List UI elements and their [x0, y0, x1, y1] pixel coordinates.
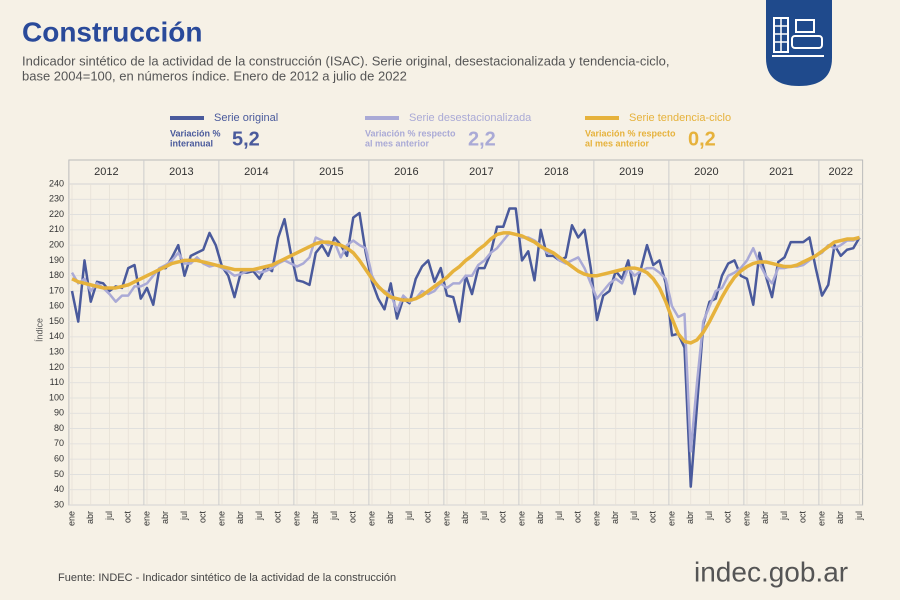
x-tick-label: jul	[629, 511, 639, 521]
y-tick-label: 80	[54, 423, 64, 433]
x-tick-label: oct	[573, 511, 583, 524]
x-tick-label: abr	[160, 511, 170, 524]
logo: indec.gob.ar	[694, 556, 848, 587]
year-label: 2022	[829, 166, 853, 178]
y-tick-label: 70	[54, 438, 64, 448]
y-tick-label: 200	[49, 240, 64, 250]
x-tick-label: oct	[798, 511, 808, 524]
y-tick-label: 210	[49, 224, 64, 234]
x-tick-label: abr	[85, 511, 95, 524]
x-tick-label: ene	[516, 511, 526, 526]
stat-label: interanual	[170, 138, 213, 148]
x-tick-label: jul	[404, 511, 414, 521]
year-label: 2019	[619, 166, 643, 178]
stat-value: 0,2	[688, 128, 716, 150]
y-tick-label: 50	[54, 469, 64, 479]
x-tick-label: oct	[198, 511, 208, 524]
x-tick-label: abr	[235, 511, 245, 524]
x-tick-label: abr	[685, 511, 695, 524]
y-tick-label: 180	[49, 270, 64, 280]
y-tick-label: 240	[49, 178, 64, 188]
x-tick-label: ene	[666, 511, 676, 526]
y-tick-label: 150	[49, 316, 64, 326]
x-tick-label: abr	[535, 511, 545, 524]
stat-label: al mes anterior	[585, 138, 650, 148]
stat-label: Variación % respecto	[585, 128, 676, 138]
y-tick-label: 90	[54, 408, 64, 418]
y-tick-label: 40	[54, 484, 64, 494]
x-tick-label: abr	[760, 511, 770, 524]
x-tick-label: jul	[179, 511, 189, 521]
stat-label: Variación %	[170, 128, 221, 138]
stat-label: al mes anterior	[365, 138, 430, 148]
year-label: 2020	[694, 166, 718, 178]
x-tick-label: jul	[329, 511, 339, 521]
y-tick-label: 110	[50, 377, 64, 387]
x-tick-label: ene	[591, 511, 601, 526]
stat-value: 2,2	[468, 128, 496, 150]
year-label: 2016	[394, 166, 418, 178]
x-tick-label: ene	[816, 511, 826, 526]
x-tick-label: jul	[104, 511, 114, 521]
x-tick-label: jul	[479, 511, 489, 521]
stat-label: Variación % respecto	[365, 128, 456, 138]
y-axis-label: Índice	[34, 318, 44, 342]
legend-label: Serie tendencia-ciclo	[629, 112, 731, 124]
x-tick-label: ene	[141, 511, 151, 526]
year-label: 2012	[94, 166, 118, 178]
x-tick-label: abr	[310, 511, 320, 524]
x-tick-label: ene	[291, 511, 301, 526]
x-tick-label: abr	[835, 511, 845, 524]
x-tick-label: ene	[441, 511, 451, 526]
year-label: 2014	[244, 166, 268, 178]
x-tick-label: abr	[610, 511, 620, 524]
subtitle: base 2004=100, en números índice. Enero …	[22, 68, 407, 83]
x-tick-label: jul	[554, 511, 564, 521]
x-tick-label: ene	[216, 511, 226, 526]
y-tick-label: 230	[49, 194, 64, 204]
y-tick-label: 100	[49, 392, 64, 402]
x-tick-label: jul	[704, 511, 714, 521]
x-tick-label: jul	[779, 511, 789, 521]
year-label: 2017	[469, 166, 493, 178]
x-tick-label: oct	[123, 511, 133, 524]
x-tick-label: oct	[348, 511, 358, 524]
icon	[766, 0, 832, 86]
x-tick-label: oct	[498, 511, 508, 524]
series-line	[71, 231, 860, 345]
year-label: 2021	[769, 166, 793, 178]
legend-label: Serie desestacionalizada	[409, 112, 532, 124]
x-tick-label: ene	[366, 511, 376, 526]
y-tick-label: 190	[49, 255, 64, 265]
chart-title: Construcción	[22, 16, 202, 47]
y-tick-label: 120	[49, 362, 64, 372]
x-tick-label: oct	[273, 511, 283, 524]
y-tick-label: 130	[49, 347, 64, 357]
y-tick-label: 160	[49, 301, 64, 311]
year-label: 2013	[169, 166, 193, 178]
legend-label: Serie original	[214, 112, 278, 124]
x-tick-label: jul	[854, 511, 864, 521]
year-label: 2015	[319, 166, 343, 178]
y-tick-label: 140	[49, 331, 64, 341]
x-tick-label: oct	[723, 511, 733, 524]
source: Fuente: INDEC - Indicador sintético de l…	[58, 572, 396, 584]
y-tick-label: 170	[49, 285, 64, 295]
y-tick-label: 220	[49, 209, 64, 219]
y-tick-label: 60	[54, 454, 64, 464]
x-tick-label: abr	[460, 511, 470, 524]
x-tick-label: oct	[423, 511, 433, 524]
x-tick-label: ene	[741, 511, 751, 526]
y-tick-label: 30	[54, 499, 64, 509]
x-tick-label: oct	[648, 511, 658, 524]
stat-value: 5,2	[232, 128, 260, 150]
x-tick-label: abr	[385, 511, 395, 524]
x-tick-label: ene	[66, 511, 76, 526]
subtitle: Indicador sintético de la actividad de l…	[22, 53, 669, 68]
x-tick-label: jul	[254, 511, 264, 521]
year-label: 2018	[544, 166, 568, 178]
